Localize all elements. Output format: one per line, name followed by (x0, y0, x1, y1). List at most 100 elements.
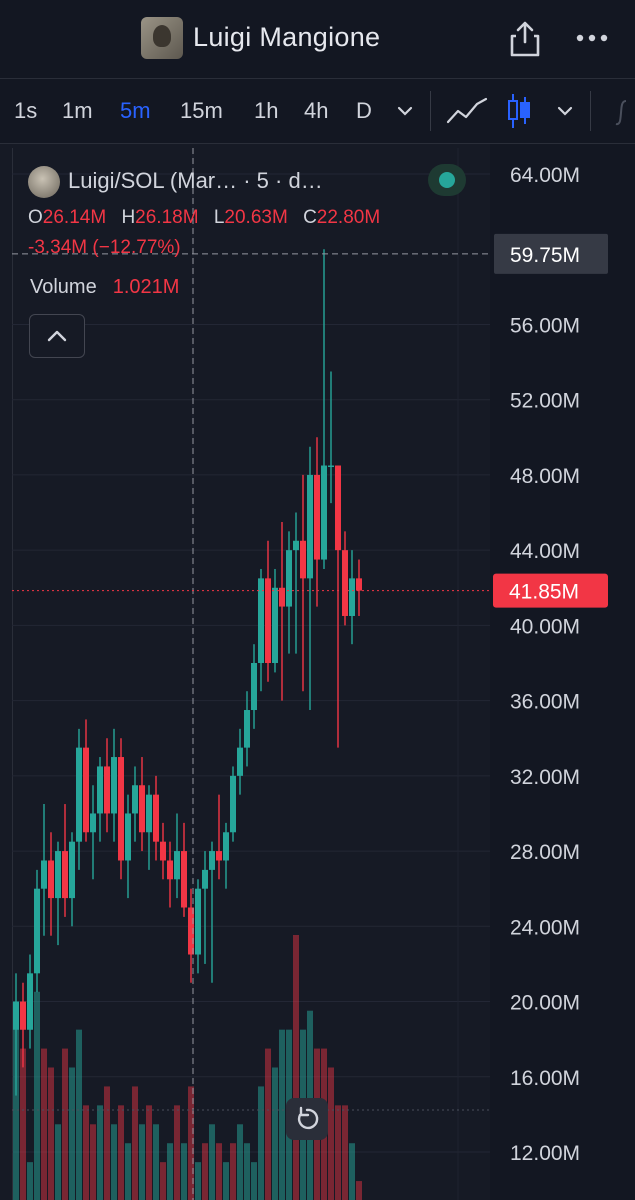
crosshair-price-box (494, 233, 608, 274)
candle-body (76, 747, 82, 842)
page-title: Luigi Mangione (193, 22, 381, 52)
volume-bar (139, 1124, 145, 1200)
volume-bar (293, 935, 299, 1200)
candle-body (223, 832, 229, 861)
volume-bar (97, 1105, 103, 1200)
volume-bar (202, 1143, 208, 1200)
volume-bar (356, 1181, 362, 1200)
crosshair-price-label: 59.75M (510, 244, 580, 267)
candle-body (111, 757, 117, 814)
volume-bar (125, 1143, 131, 1200)
volume-bar (230, 1143, 236, 1200)
candle-body (209, 851, 215, 870)
timeframe-5m[interactable]: 5m (120, 98, 151, 123)
close-key: C (303, 207, 317, 228)
volume-bar (153, 1124, 159, 1200)
candle-body (230, 775, 236, 833)
candle-body (307, 474, 313, 579)
status-dot-icon (439, 172, 455, 188)
more-horizontal-icon[interactable] (574, 26, 610, 50)
volume-bar (55, 1124, 61, 1200)
chevron-down-icon[interactable] (396, 103, 414, 119)
volume-bar (27, 1162, 33, 1200)
volume-bar (146, 1105, 152, 1200)
share-icon[interactable] (508, 20, 542, 58)
candle-body (216, 851, 222, 861)
line-chart-icon[interactable] (446, 95, 488, 127)
candle-body (342, 550, 348, 616)
volume-bar (83, 1105, 89, 1200)
y-tick-label: 24.00M (510, 916, 580, 939)
y-tick-label: 44.00M (510, 540, 580, 563)
y-tick-label: 20.00M (510, 992, 580, 1015)
candle-body (237, 747, 243, 776)
chevron-up-icon (47, 330, 67, 342)
candle-body (195, 888, 201, 955)
candle-body (202, 869, 208, 889)
candle-body (34, 888, 40, 974)
toolbar-divider (590, 91, 591, 131)
candle-body (265, 578, 271, 663)
low-value: 20.63M (224, 207, 288, 228)
last-price-box (493, 573, 608, 608)
candle-body (55, 851, 61, 899)
candle-body (272, 587, 278, 663)
y-tick-label: 64.00M (510, 164, 580, 187)
timeframe-1s[interactable]: 1s (14, 98, 38, 123)
app-header: Luigi Mangione (0, 0, 635, 79)
volume-bar (111, 1124, 117, 1200)
volume-bar (342, 1105, 348, 1200)
candle-body (181, 851, 187, 908)
volume-bar (181, 1143, 187, 1200)
candle-body (132, 785, 138, 814)
candle-body (83, 747, 89, 833)
timeframe-4h[interactable]: 4h (304, 98, 329, 123)
candle-body (174, 851, 180, 880)
candle-body (251, 663, 257, 711)
open-value: 26.14M (42, 207, 107, 228)
y-tick-label: 36.00M (510, 691, 580, 714)
candle-body (188, 907, 194, 955)
volume-bar (104, 1086, 110, 1200)
timeframe-1h[interactable]: 1h (254, 98, 279, 123)
price-change: -3.34M (−12.77%) (28, 237, 181, 258)
volume-legend: Volume 1.021M (30, 276, 179, 299)
volume-bar (69, 1067, 75, 1200)
chart-toolbar: 1s 1m 5m 15m 1h 4h D (0, 79, 635, 144)
candle-body (27, 973, 33, 1030)
y-tick-label: 32.00M (510, 766, 580, 789)
volume-bar (188, 1086, 194, 1200)
candle-body (13, 1001, 19, 1030)
volume-bar (13, 1010, 19, 1200)
timeframe-1m[interactable]: 1m (62, 98, 93, 123)
candlestick-icon[interactable] (506, 91, 532, 131)
candle-body (153, 794, 159, 842)
candle-body (97, 766, 103, 814)
candle-body (314, 474, 320, 560)
y-tick-label: 52.00M (510, 390, 580, 413)
reset-chart-button[interactable] (286, 1098, 328, 1140)
volume-bar (272, 1067, 278, 1200)
y-tick-label: 56.00M (510, 314, 580, 337)
candle-body (321, 465, 327, 560)
candle-body (349, 578, 355, 616)
timeframe-d[interactable]: D (356, 98, 372, 123)
candle-body (328, 465, 334, 468)
timeframe-15m[interactable]: 15m (180, 98, 223, 123)
open-key: O (28, 207, 43, 228)
y-tick-label: 48.00M (510, 465, 580, 488)
volume-bar (349, 1143, 355, 1200)
collapse-legend-button[interactable] (29, 314, 85, 358)
symbol-title[interactable]: Luigi/SOL (Mar… · 5 · d… (68, 168, 323, 193)
market-status-badge[interactable] (428, 164, 466, 196)
volume-bar (244, 1143, 250, 1200)
chevron-down-icon[interactable] (556, 103, 574, 119)
volume-bar (328, 1067, 334, 1200)
price-axis-area (490, 144, 635, 1200)
indicator-icon[interactable] (612, 97, 635, 127)
volume-bar (279, 1029, 285, 1200)
candle-body (356, 578, 362, 591)
avatar-image[interactable] (141, 17, 183, 59)
price-chart[interactable]: 64.00M 56.00M 52.00M 48.00M 44.00M 40.00M 36.0… (0, 144, 635, 1200)
toolbar-divider (430, 91, 431, 131)
